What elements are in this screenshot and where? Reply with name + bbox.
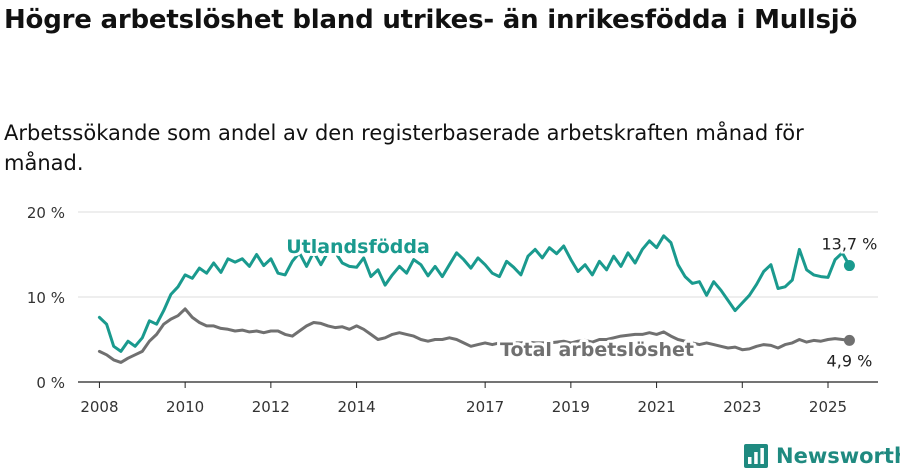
brand: Newsworthy [744,441,900,471]
x-tick-label: 2014 [337,398,375,416]
page-title: Högre arbetslöshet bland utrikes- än inr… [4,5,858,35]
x-tick-label: 2010 [166,398,204,416]
series-line [97,234,851,353]
x-tick-label: 2008 [80,398,118,416]
brand-name: Newsworthy [776,444,900,468]
series-labels: Utlandsfödda 13,7 % Total arbetslöshet 4,9 … [283,233,879,373]
x-axis: 2008 2010 2012 2014 2017 2019 2021 2023 2025 [78,381,878,416]
bar-chart-logo-icon [744,444,768,468]
series-name-label: Utlandsfödda [286,236,430,258]
y-tick-label: 10 % [27,289,65,307]
x-tick-label: 2012 [252,398,290,416]
page-subtitle: Arbetssökande som andel av den registerb… [4,121,804,175]
series-lines [97,234,855,364]
x-tick-label: 2017 [466,398,504,416]
y-tick-label: 20 % [27,204,65,222]
x-tick-label: 2025 [809,398,847,416]
series-end-point [843,334,855,346]
series-end-label: 13,7 % [821,235,877,254]
series-end-label: 4,9 % [827,351,873,370]
x-tick-label: 2021 [637,398,675,416]
series-end-point [843,260,855,272]
y-axis-ticks: 0 % 10 % 20 % [27,204,65,392]
y-tick-label: 0 % [36,374,65,392]
gridlines [78,211,878,383]
x-tick-label: 2023 [723,398,761,416]
series-line [97,307,851,364]
x-tick-label: 2019 [552,398,590,416]
series-name-label: Total arbetslöshet [500,339,694,361]
